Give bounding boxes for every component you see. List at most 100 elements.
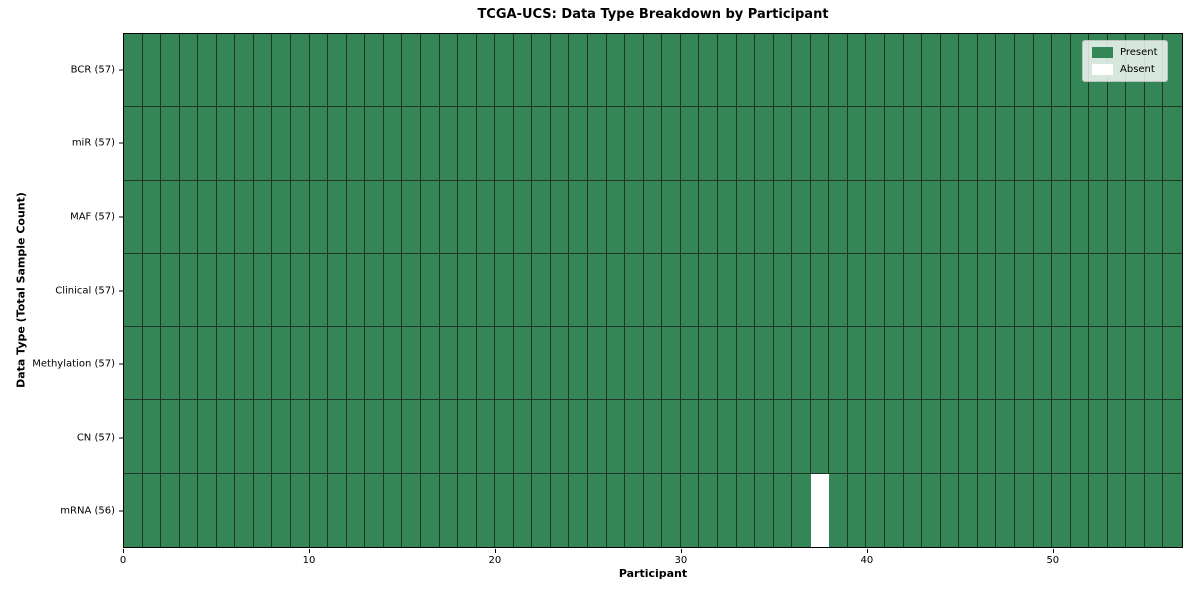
heatmap-cell — [402, 327, 421, 401]
heatmap-cell — [179, 34, 199, 108]
heatmap-cell — [1052, 253, 1071, 328]
heatmap-cell — [625, 107, 644, 181]
heatmap-cell — [569, 253, 589, 328]
legend-label-absent: Absent — [1120, 64, 1155, 75]
heatmap-cell — [977, 400, 997, 474]
heatmap-cell — [625, 180, 644, 254]
heatmap-cell — [717, 34, 737, 108]
heatmap-cell — [253, 180, 273, 254]
heatmap-cell — [1163, 34, 1182, 108]
heatmap-cell — [829, 180, 848, 254]
heatmap-cell — [977, 253, 997, 328]
heatmap-cell — [755, 180, 774, 254]
heatmap-cell — [383, 180, 403, 254]
y-tick-label: Methylation (57) — [32, 358, 115, 370]
heatmap-cell — [402, 400, 421, 474]
heatmap-cell — [773, 400, 793, 474]
heatmap-cell — [680, 253, 700, 328]
heatmap-cell — [495, 327, 514, 401]
legend-entry-absent: Absent — [1092, 64, 1158, 75]
heatmap-cell — [291, 473, 310, 547]
legend-label-present: Present — [1120, 47, 1158, 58]
absent-swatch-icon — [1092, 64, 1113, 75]
heatmap-cell — [476, 253, 496, 328]
heatmap-cell — [922, 400, 941, 474]
heatmap-cell — [662, 180, 681, 254]
heatmap-cell — [124, 473, 143, 547]
heatmap-cell — [1144, 473, 1164, 547]
heatmap-cell — [847, 34, 867, 108]
x-tick-mark — [680, 549, 682, 553]
heatmap-cell — [959, 253, 978, 328]
heatmap-cell — [662, 473, 681, 547]
heatmap-cell — [885, 107, 904, 181]
y-tick-mark — [119, 69, 123, 71]
heatmap-cell — [588, 400, 607, 474]
y-tick-mark — [119, 290, 123, 291]
heatmap-cell — [346, 253, 366, 328]
heatmap-cell — [1089, 327, 1108, 401]
heatmap-cell — [291, 180, 310, 254]
heatmap-cell — [810, 34, 830, 108]
heatmap-cell — [885, 34, 904, 108]
heatmap-cell — [216, 107, 236, 181]
heatmap-cell — [476, 327, 496, 401]
heatmap-cell — [847, 180, 867, 254]
heatmap-cell — [291, 327, 310, 401]
heatmap-cell — [235, 253, 254, 328]
heatmap-cell — [365, 107, 384, 181]
heatmap-cell — [847, 473, 867, 547]
heatmap-cell — [643, 253, 663, 328]
heatmap-cell — [235, 34, 254, 108]
heatmap-cell — [847, 327, 867, 401]
heatmap-cell — [513, 400, 533, 474]
y-axis-ticks: BCR (57) miR (57) MAF (57) Clinical (57) Met… — [0, 33, 123, 548]
heatmap-cell — [977, 473, 997, 547]
heatmap-cell — [680, 107, 700, 181]
heatmap-cell — [885, 253, 904, 328]
heatmap-cell — [699, 107, 718, 181]
heatmap-cell — [142, 473, 162, 547]
heatmap-cell — [1052, 107, 1071, 181]
heatmap-cell — [124, 34, 143, 108]
heatmap-cell — [124, 180, 143, 254]
heatmap-cell — [717, 327, 737, 401]
heatmap-cell — [773, 34, 793, 108]
heatmap-cell — [885, 473, 904, 547]
heatmap-cell — [513, 180, 533, 254]
heatmap-cell — [1107, 473, 1127, 547]
heatmap-cell — [996, 107, 1015, 181]
heatmap-cell — [1014, 180, 1034, 254]
heatmap-cell — [699, 327, 718, 401]
heatmap-cell — [717, 400, 737, 474]
heatmap-cell — [1052, 34, 1071, 108]
heatmap-cell — [272, 473, 292, 547]
heatmap-cell — [643, 400, 663, 474]
x-tick-mark — [308, 549, 310, 553]
heatmap-cell — [922, 180, 941, 254]
heatmap-cell — [253, 473, 273, 547]
heatmap-cell — [513, 327, 533, 401]
heatmap-cell — [365, 34, 384, 108]
heatmap-cell — [532, 34, 551, 108]
heatmap-cell — [773, 107, 793, 181]
heatmap-cell — [680, 34, 700, 108]
x-tick-mark — [494, 549, 496, 553]
heatmap-cell — [513, 253, 533, 328]
heatmap-cell — [959, 327, 978, 401]
heatmap-cell — [977, 327, 997, 401]
heatmap-cell — [439, 34, 459, 108]
heatmap-cell — [829, 107, 848, 181]
heatmap-cell — [309, 180, 329, 254]
heatmap-cell — [643, 107, 663, 181]
heatmap-cell — [476, 107, 496, 181]
heatmap-cell — [996, 400, 1015, 474]
heatmap-cell — [142, 107, 162, 181]
heatmap-cell — [458, 253, 477, 328]
heatmap-cell — [569, 107, 589, 181]
heatmap-cell — [179, 180, 199, 254]
heatmap-cell — [495, 34, 514, 108]
heatmap-cell — [1126, 253, 1145, 328]
heatmap-cell — [829, 253, 848, 328]
heatmap-cell — [142, 34, 162, 108]
